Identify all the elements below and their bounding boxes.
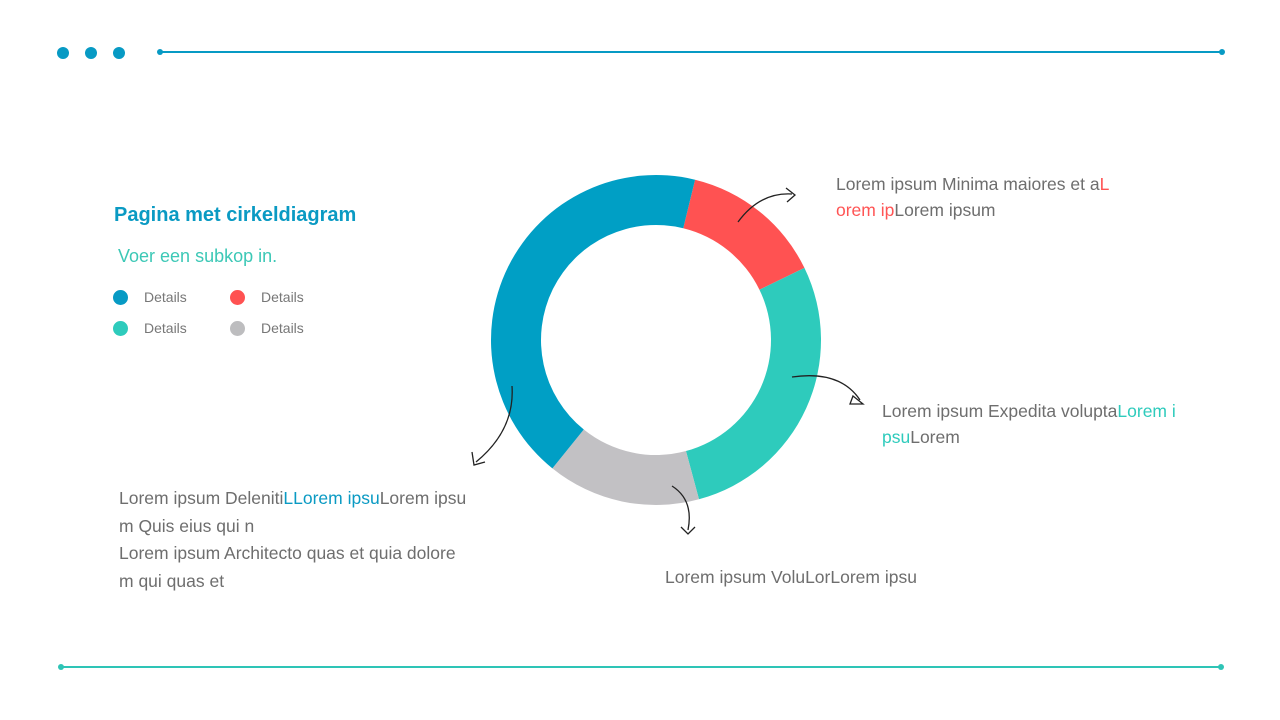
legend-swatch-icon [113,289,128,305]
header-dot-3 [113,47,125,59]
donut-slice [685,267,821,500]
donut-slice [683,179,805,290]
note-blue: Lorem ipsum DelenitiLLorem ipsuLorem ips… [119,488,467,591]
footer-line [58,664,1224,670]
note-gray: Lorem ipsum VoluLorLorem ipsu [665,567,917,587]
donut-slice [491,175,696,469]
legend-item: Details [230,289,304,305]
page-title: Pagina met cirkeldiagram [114,204,357,226]
arrow-red-icon [737,193,793,223]
note-red: Lorem ipsum Minima maiores et aL orem ip… [836,174,1110,220]
arrow-gray-icon [671,485,690,531]
legend-swatch-icon [230,289,245,305]
donut-slice [552,429,699,505]
arrow-teal-icon [791,375,861,401]
legend-label: Details [144,289,187,305]
legend-item: Details [230,320,304,336]
legend-item: Details [113,320,187,336]
header-line [157,49,1225,55]
page-subtitle: Voer een subkop in. [118,246,278,266]
arrow-gray-head-icon [680,526,696,535]
header-dot-2 [85,47,97,59]
legend-label: Details [144,320,187,336]
note-teal: Lorem ipsum Expedita voluptaLorem i psuL… [882,401,1176,447]
legend-label: Details [261,289,304,305]
legend-label: Details [261,320,304,336]
legend-swatch-icon [113,320,128,336]
arrow-red-head-icon [785,187,797,203]
arrow-teal-head-icon [849,394,865,405]
arrow-blue-head-icon [471,451,486,466]
legend-swatch-icon [230,320,245,336]
header-dot-1 [57,47,69,59]
legend-item: Details [113,289,187,305]
arrow-blue-icon [475,385,513,463]
